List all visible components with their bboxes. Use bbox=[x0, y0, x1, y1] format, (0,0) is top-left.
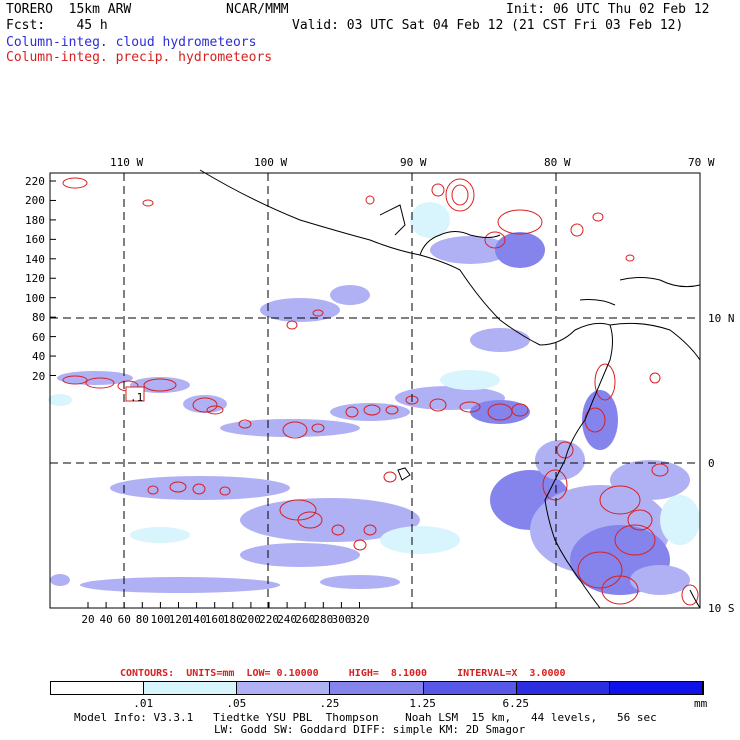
physics-info: LW: Godd SW: Goddard DIFF: simple KM: 2D… bbox=[214, 723, 526, 736]
annotation-label: .1 bbox=[130, 391, 144, 404]
colorbar-swatch bbox=[516, 682, 610, 694]
y-tick-label: 120 bbox=[25, 272, 45, 286]
precip-contours bbox=[62, 177, 699, 606]
x-tick-label: 20 bbox=[81, 613, 95, 626]
lat-label-0: 0 bbox=[708, 457, 715, 470]
lat-label-10s: 10 S bbox=[708, 602, 735, 615]
y-tick-label: 100 bbox=[25, 291, 45, 305]
model-info: Model Info: V3.3.1 Tiedtke YSU PBL Thomp… bbox=[74, 711, 657, 724]
y-tick-label: 60 bbox=[32, 330, 46, 344]
x-tick-label: 260 bbox=[295, 613, 316, 626]
y-tick-label: 160 bbox=[25, 233, 45, 247]
y-tick-label: 180 bbox=[25, 213, 45, 227]
x-tick-label: 160 bbox=[204, 613, 225, 626]
annotation-box bbox=[125, 386, 145, 402]
colorbar-swatch bbox=[144, 682, 238, 694]
y-tick-label: 80 bbox=[32, 311, 46, 325]
colorbar-unit: mm bbox=[694, 697, 708, 710]
x-tick-label: 200 bbox=[241, 613, 261, 626]
colorbar-swatch bbox=[423, 682, 517, 694]
colorbar-swatch bbox=[609, 682, 703, 694]
center-label: NCAR/MMM bbox=[226, 2, 289, 17]
init-time: Init: 06 UTC Thu 02 Feb 12 bbox=[506, 2, 710, 17]
colorbar-label: 1.25 bbox=[409, 697, 436, 710]
x-tick-label: 320 bbox=[349, 613, 370, 626]
colorbar-swatch bbox=[237, 682, 331, 694]
contour-info: CONTOURS: UNITS=mm LOW= 0.10000 HIGH= 8.… bbox=[120, 668, 566, 679]
lon-label-110w: 110 W bbox=[110, 156, 144, 169]
precip-field-label: Column-integ. precip. hydrometeors bbox=[6, 50, 273, 65]
x-tick-label: 280 bbox=[313, 613, 334, 626]
y-tick-label: 220 bbox=[25, 175, 45, 188]
forecast-hour: Fcst: 45 h bbox=[6, 18, 108, 33]
lon-label-100w: 100 W bbox=[254, 156, 288, 169]
lon-label-90w: 90 W bbox=[400, 156, 427, 169]
lat-label-10n: 10 N bbox=[708, 312, 735, 325]
cloud-shading bbox=[48, 202, 700, 595]
colorbar-label: .25 bbox=[319, 697, 340, 710]
x-tick-label: 40 bbox=[99, 613, 113, 626]
latlon-grid bbox=[50, 173, 700, 608]
x-tick-label: 140 bbox=[186, 613, 207, 626]
lon-label-70w: 70 W bbox=[688, 156, 715, 169]
colorbar-label: .01 bbox=[133, 697, 154, 710]
model-title: TORERO 15km ARW bbox=[6, 2, 132, 17]
colorbar bbox=[50, 681, 704, 695]
x-tick-label: 80 bbox=[135, 613, 149, 626]
x-tick-label: 300 bbox=[331, 613, 352, 626]
lon-label-80w: 80 W bbox=[544, 156, 571, 169]
x-tick-label: 100 bbox=[150, 613, 171, 626]
y-tick-label: 20 bbox=[32, 369, 46, 383]
valid-time: Valid: 03 UTC Sat 04 Feb 12 (21 CST Fri … bbox=[292, 18, 684, 33]
x-tick-label: 240 bbox=[277, 613, 298, 626]
colorbar-label: 6.25 bbox=[502, 697, 530, 710]
colorbar-swatch bbox=[51, 682, 145, 694]
colorbar-swatch bbox=[330, 682, 424, 694]
coastlines bbox=[199, 169, 701, 609]
map-frame bbox=[49, 172, 701, 609]
y-tick-label: 140 bbox=[25, 252, 45, 266]
x-tick-label: 120 bbox=[168, 613, 189, 626]
cloud-field-label: Column-integ. cloud hydrometeors bbox=[6, 35, 257, 50]
x-tick-label: 180 bbox=[222, 613, 243, 626]
y-tick-label: 40 bbox=[32, 350, 46, 364]
colorbar-label: .05 bbox=[226, 697, 247, 710]
y-tick-label: 200 bbox=[25, 194, 45, 208]
x-tick-label: 60 bbox=[117, 613, 131, 626]
axis-ticks bbox=[50, 180, 360, 608]
x-tick-label: 220 bbox=[259, 613, 279, 626]
